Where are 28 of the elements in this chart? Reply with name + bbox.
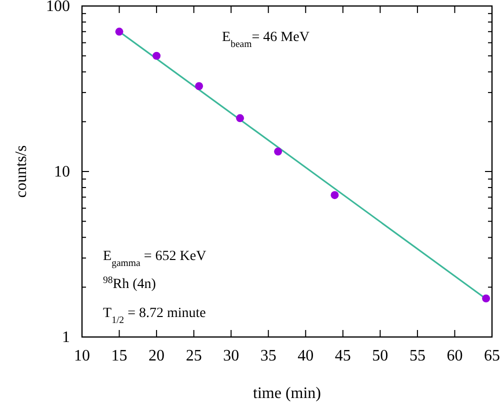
annotation: T$_{1/2}$ = 8.72 minute — [103, 306, 206, 326]
y-tick-label: 1 — [62, 329, 70, 346]
x-tick-label: 20 — [148, 347, 165, 364]
x-tick-label: 30 — [223, 347, 240, 364]
x-tick-label: 15 — [111, 347, 128, 364]
point — [482, 294, 490, 302]
x-tick-label: 50 — [372, 347, 388, 364]
annotation: E$_{gamma}$ = 652 KeV — [103, 249, 206, 268]
point — [274, 148, 282, 156]
x-tick-label: 35 — [260, 347, 276, 364]
annotation: $^{98}$Rh (4n) — [103, 274, 156, 292]
y-axis-title: counts/s — [13, 145, 30, 198]
x-tick-label: 40 — [298, 347, 314, 364]
x-tick-label: 45 — [334, 347, 351, 364]
point — [330, 191, 339, 200]
x-axis-title: time (min) — [253, 385, 321, 402]
x-tick-label: 55 — [409, 347, 426, 364]
y-tick-label: 100 — [46, 0, 70, 16]
annotation: E$_{beam}$= 46 MeV — [222, 30, 310, 50]
y-tick-label: 10 — [54, 164, 70, 181]
point — [152, 52, 161, 60]
x-tick-label: 25 — [186, 347, 202, 364]
point — [195, 82, 204, 90]
x-tick-label: 60 — [446, 347, 463, 364]
x-tick-label: 65 — [484, 347, 500, 364]
x-tick-label: 10 — [74, 347, 90, 364]
point — [115, 28, 124, 36]
point — [236, 114, 244, 122]
